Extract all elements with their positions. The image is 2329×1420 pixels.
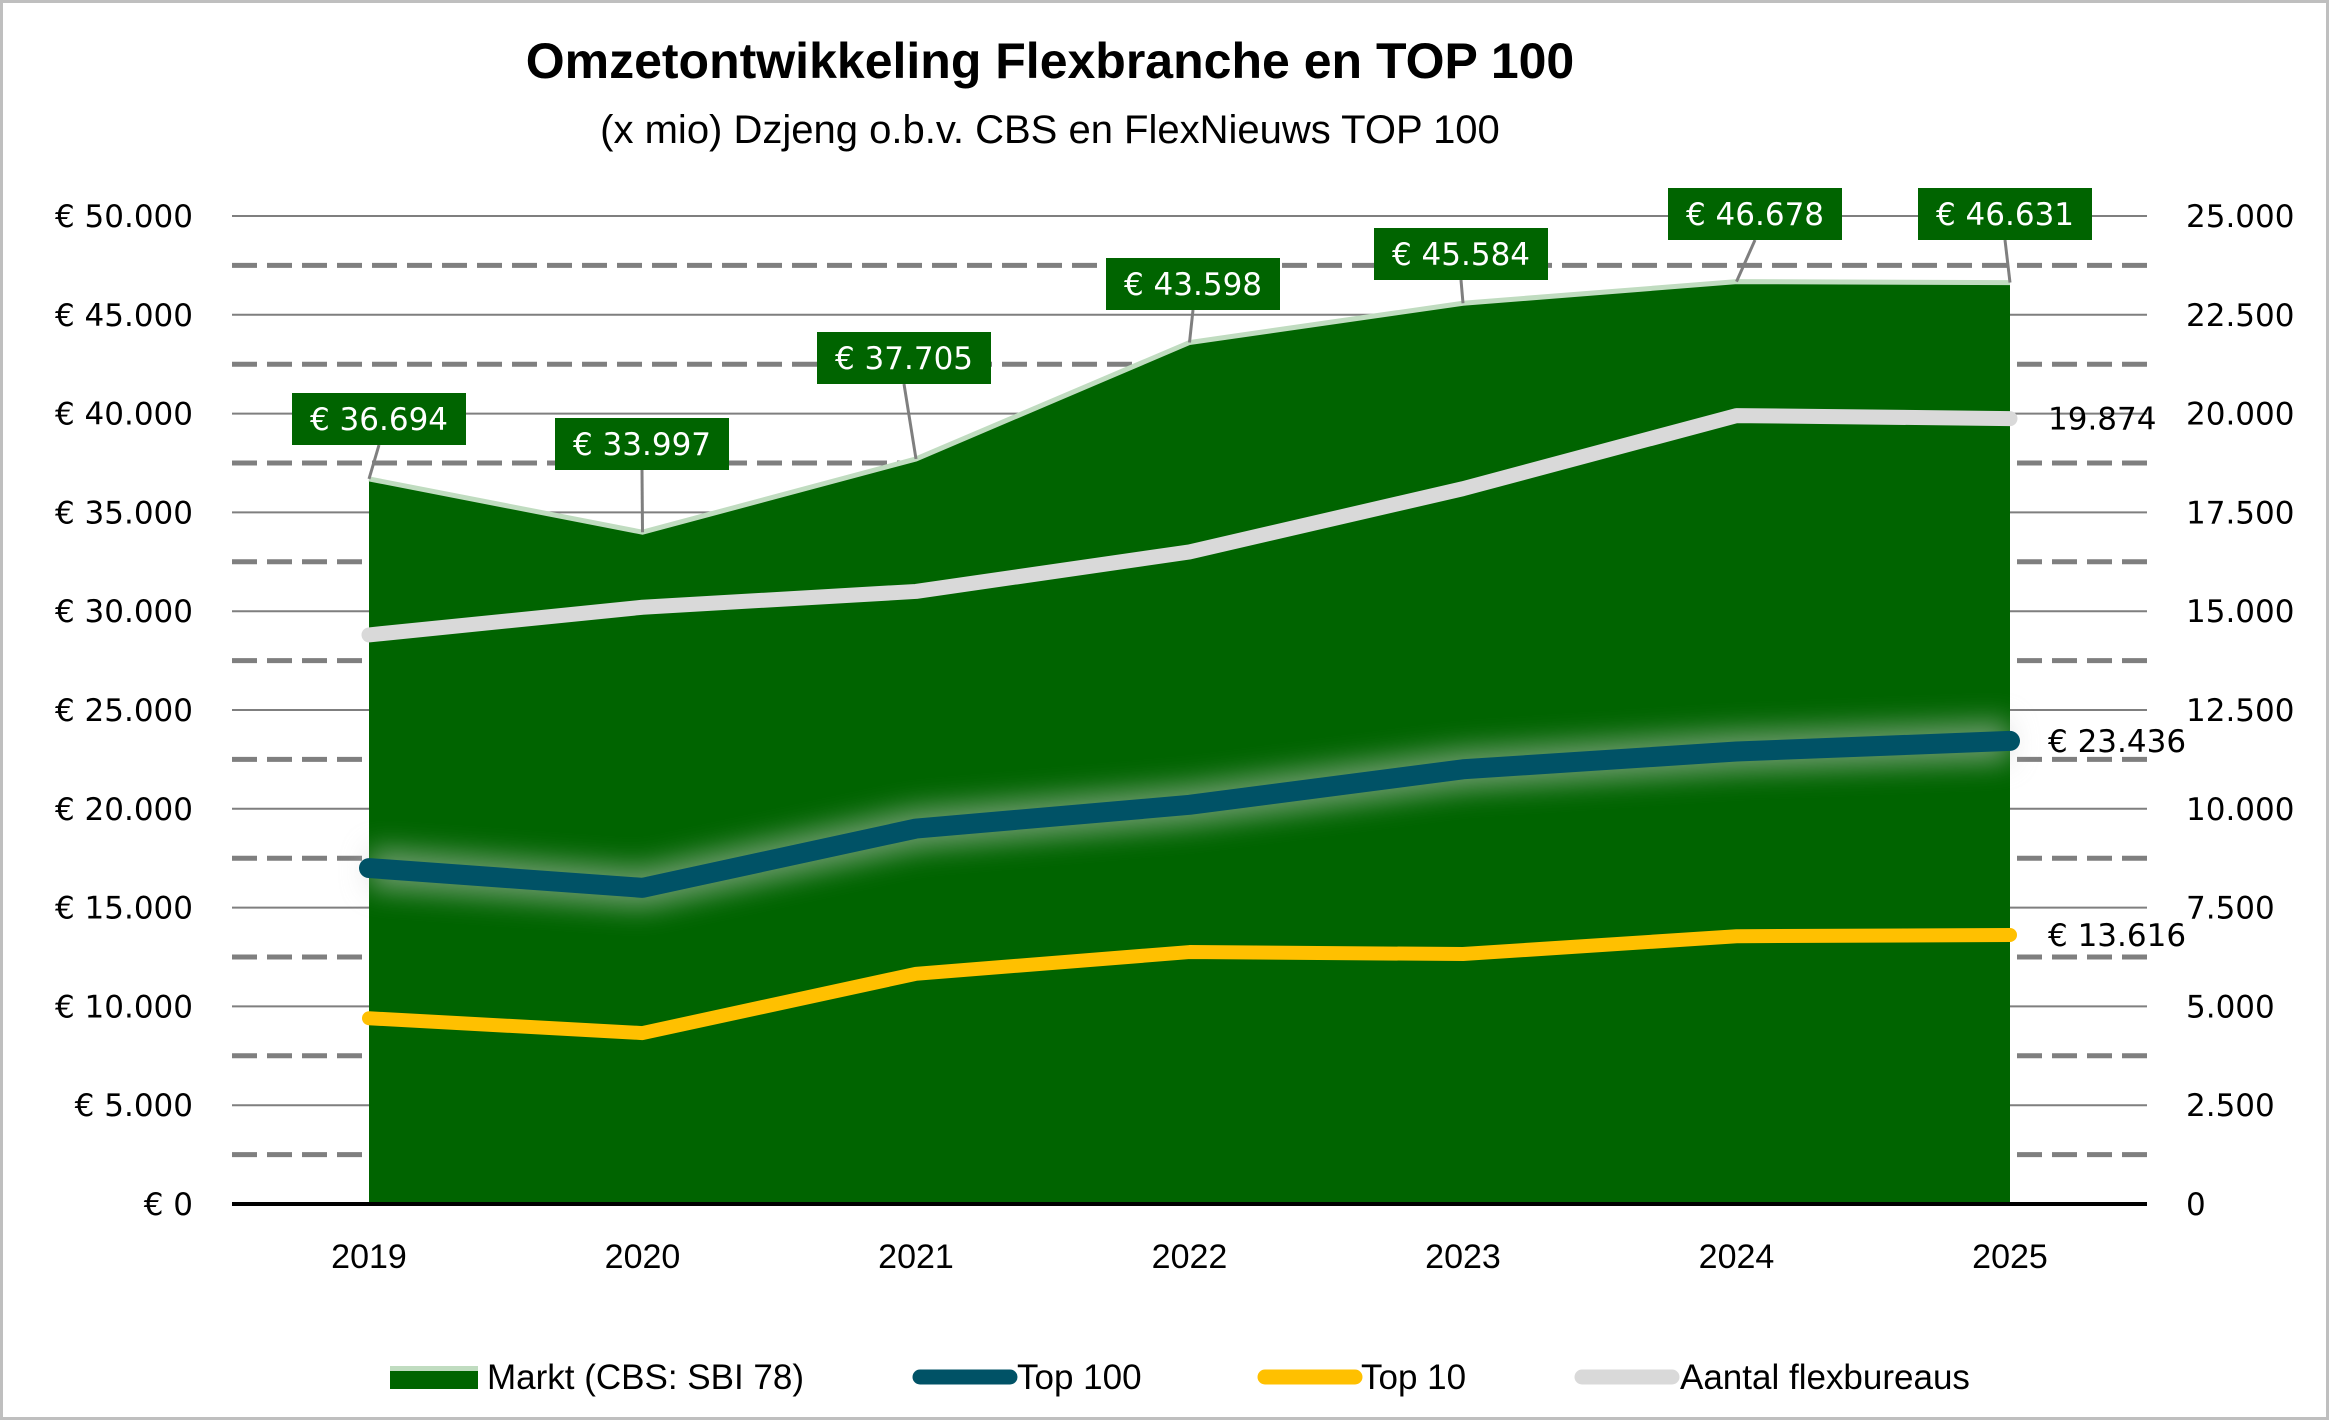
- x-axis-tick-label: 2025: [1972, 1238, 2048, 1276]
- legend-label-markt: Markt (CBS: SBI 78): [487, 1358, 804, 1397]
- line-series: [359, 408, 2020, 1041]
- y-axis-right-tick-label: 25.000: [2186, 199, 2294, 235]
- markt-data-label-box: [1668, 188, 1842, 240]
- y-axis-right-tick-label: 0: [2186, 1187, 2206, 1223]
- markt-data-label-leader: [1735, 239, 1757, 283]
- legend-swatch-markt-edge: [390, 1366, 478, 1372]
- y-axis-left-tick-label: € 25.000: [55, 693, 193, 729]
- markt-data-label: € 46.631: [1936, 197, 2074, 233]
- markt-data-label-box: [1918, 188, 2092, 240]
- y-axis-left-tick-label: € 20.000: [55, 792, 193, 828]
- markt-data-label: € 45.584: [1392, 237, 1530, 273]
- y-axis-right-tick-label: 12.500: [2186, 693, 2294, 729]
- markt-data-label-leader: [1459, 279, 1465, 304]
- data-labels: € 23.436 € 13.616 19.874 € 36.694 € 33.997 € …: [292, 188, 2186, 954]
- y-axis-left-tick-label: € 35.000: [55, 495, 193, 531]
- y-axis-right-tick-label: 17.500: [2186, 495, 2294, 531]
- y-axis-right-tick-label: 5.000: [2186, 989, 2275, 1025]
- markt-data-label-box: [1374, 228, 1548, 280]
- legend-item-flexbureaus[interactable]: Aantal flexbureaus: [1574, 1358, 1970, 1397]
- markt-area: [369, 281, 2010, 1205]
- y-axis-left-tick-label: € 5.000: [75, 1088, 193, 1124]
- x-axis-tick-label: 2023: [1425, 1238, 1501, 1276]
- y-axis-right-tick-label: 22.500: [2186, 298, 2294, 334]
- legend-item-top10[interactable]: Top 10: [1257, 1358, 1466, 1397]
- x-axis-tick-label: 2020: [605, 1238, 681, 1276]
- chart-subtitle: (x mio) Dzjeng o.b.v. CBS en FlexNieuws …: [600, 108, 1500, 152]
- legend-label-top100: Top 100: [1017, 1358, 1142, 1397]
- y-axis-right-tick-label: 7.500: [2186, 891, 2275, 927]
- top100-end-label: € 23.436: [2048, 724, 2186, 760]
- markt-data-label: € 33.997: [573, 427, 711, 463]
- x-axis-tick-label: 2021: [878, 1238, 954, 1276]
- flexbureaus-line: [361, 408, 2018, 643]
- x-axis-tick-label: 2019: [331, 1238, 407, 1276]
- top10-line: [362, 927, 2017, 1041]
- y-axis-left-tick-label: € 30.000: [55, 594, 193, 630]
- axes: € 0 € 5.000 € 10.000 € 15.000 € 20.000 € 25.0…: [55, 199, 2295, 1276]
- markt-data-label-box: [292, 393, 466, 445]
- markt-data-label: € 37.705: [835, 341, 973, 377]
- top100-line: [359, 730, 2020, 898]
- legend-swatch-markt: [390, 1371, 478, 1389]
- markt-data-label-leader: [1188, 309, 1195, 343]
- markt-data-label: € 36.694: [310, 402, 448, 438]
- markt-data-label-leader: [367, 444, 381, 480]
- y-axis-left-tick-label: € 50.000: [55, 199, 193, 235]
- chart-title: Omzetontwikkeling Flexbranche en TOP 100: [526, 33, 1575, 89]
- legend-item-top100[interactable]: Top 100: [912, 1358, 1142, 1397]
- legend-item-markt[interactable]: Markt (CBS: SBI 78): [390, 1358, 804, 1397]
- markt-data-label-leader: [2003, 239, 2012, 283]
- y-axis-right-tick-label: 10.000: [2186, 792, 2294, 828]
- markt-data-label: € 43.598: [1124, 267, 1262, 303]
- flexbureaus-end-label: 19.874: [2048, 402, 2156, 438]
- legend-label-top10: Top 10: [1361, 1358, 1466, 1397]
- markt-data-label-box: [817, 332, 991, 384]
- markt-data-label: € 46.678: [1686, 197, 1824, 233]
- markt-data-label-box: [555, 418, 729, 470]
- markt-data-label-leader: [640, 469, 644, 533]
- legend-label-flexbureaus: Aantal flexbureaus: [1680, 1358, 1970, 1397]
- x-axis-tick-label: 2024: [1699, 1238, 1775, 1276]
- y-axis-left-tick-label: € 45.000: [55, 298, 193, 334]
- x-axis-tick-label: 2022: [1152, 1238, 1228, 1276]
- y-axis-right-tick-label: 20.000: [2186, 397, 2294, 433]
- y-axis-right-tick-label: 15.000: [2186, 594, 2294, 630]
- legend: Markt (CBS: SBI 78) Top 100 Top 10 Aanta…: [390, 1358, 1970, 1397]
- top10-end-label: € 13.616: [2048, 918, 2186, 954]
- y-axis-right-tick-label: 2.500: [2186, 1088, 2275, 1124]
- y-axis-left-tick-label: € 40.000: [55, 397, 193, 433]
- markt-data-label-leader: [902, 383, 918, 460]
- markt-data-label-box: [1106, 258, 1280, 310]
- y-axis-left-tick-label: € 0: [144, 1187, 193, 1223]
- y-axis-left-tick-label: € 10.000: [55, 989, 193, 1025]
- y-axis-left-tick-label: € 15.000: [55, 891, 193, 927]
